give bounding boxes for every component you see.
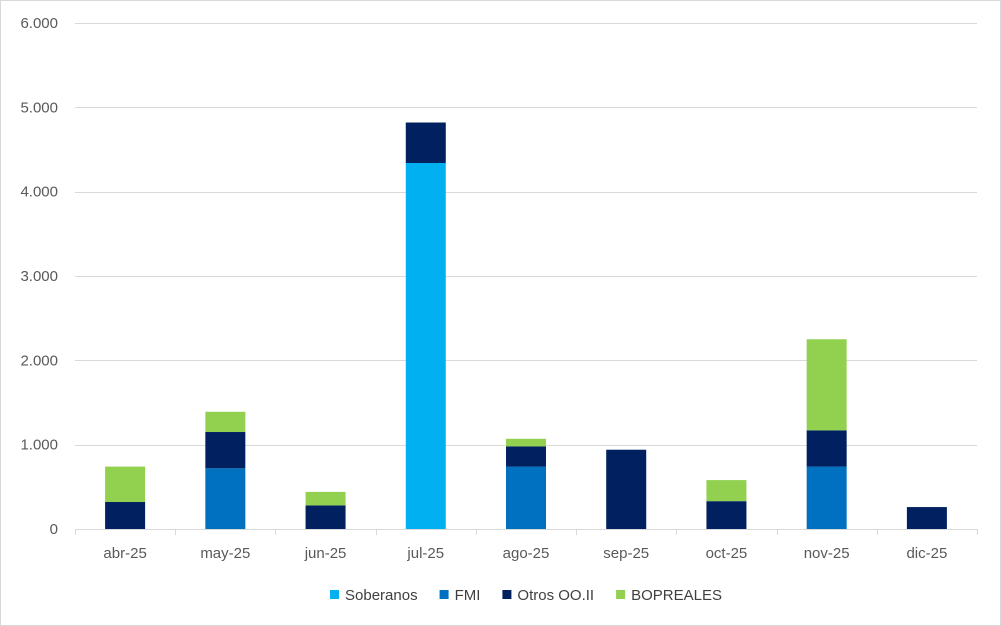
bar-segment-bopreales bbox=[806, 339, 847, 431]
legend: Soberanos FMI Otros OO.II BOPREALES bbox=[330, 587, 722, 604]
x-axis-ticks: abr-25 may-25 jun-25 jul-25 ago-25 sep-25 oct-… bbox=[103, 545, 947, 562]
bar-segment-otros-oo-ii bbox=[405, 122, 446, 163]
bar-segment-otros-oo-ii bbox=[606, 449, 647, 529]
bar-segment-otros-oo-ii bbox=[205, 432, 246, 469]
y-tick-label: 0 bbox=[50, 521, 58, 538]
y-axis-ticks: 0 1.000 2.000 3.000 4.000 5.000 6.000 bbox=[20, 15, 58, 538]
bar-segment-bopreales bbox=[506, 438, 546, 447]
bar-segment-fmi bbox=[806, 466, 847, 529]
bar-segment-otros-oo-ii bbox=[806, 430, 847, 467]
legend-label-fmi: FMI bbox=[455, 587, 481, 604]
y-tick-label: 4.000 bbox=[20, 184, 58, 201]
legend-swatch-soberanos bbox=[330, 590, 340, 599]
legend-swatch-fmi bbox=[439, 590, 449, 599]
y-tick-label: 2.000 bbox=[20, 352, 58, 369]
y-tick-label: 1.000 bbox=[20, 437, 58, 454]
legend-label-bopreales: BOPREALES bbox=[631, 587, 722, 604]
x-tick-label: sep-25 bbox=[603, 545, 649, 562]
y-tick-label: 3.000 bbox=[20, 268, 58, 285]
x-tick-label: ago-25 bbox=[503, 545, 550, 562]
x-tick-label: jul-25 bbox=[406, 545, 444, 562]
legend-label-soberanos: Soberanos bbox=[345, 587, 418, 604]
y-tick-label: 6.000 bbox=[20, 15, 58, 32]
bar-segment-fmi bbox=[205, 468, 246, 529]
x-tick-label: dic-25 bbox=[906, 545, 947, 562]
x-tick-label: nov-25 bbox=[804, 545, 850, 562]
x-tick-label: jun-25 bbox=[304, 545, 347, 562]
bar-segment-otros-oo-ii bbox=[906, 507, 947, 529]
bar-segment-bopreales bbox=[305, 491, 346, 506]
bar-segment-bopreales bbox=[706, 480, 747, 502]
x-tick-label: oct-25 bbox=[706, 545, 748, 562]
x-tick-label: may-25 bbox=[200, 545, 250, 562]
legend-swatch-otros-oo-ii bbox=[502, 590, 512, 599]
bar-segment-otros-oo-ii bbox=[706, 501, 747, 529]
y-tick-label: 5.000 bbox=[20, 99, 58, 116]
x-axis bbox=[75, 529, 978, 535]
bar-segment-otros-oo-ii bbox=[305, 505, 346, 529]
bars bbox=[105, 122, 947, 529]
x-tick-label: abr-25 bbox=[103, 545, 146, 562]
bar-segment-otros-oo-ii bbox=[506, 446, 546, 467]
legend-label-otros-oo-ii: Otros OO.II bbox=[517, 587, 594, 604]
bar-segment-bopreales bbox=[105, 466, 146, 503]
bar-segment-soberanos bbox=[405, 162, 446, 529]
bar-segment-bopreales bbox=[205, 411, 246, 433]
legend-swatch-bopreales bbox=[616, 590, 626, 599]
bar-segment-otros-oo-ii bbox=[105, 502, 146, 529]
bar-segment-fmi bbox=[506, 466, 546, 529]
